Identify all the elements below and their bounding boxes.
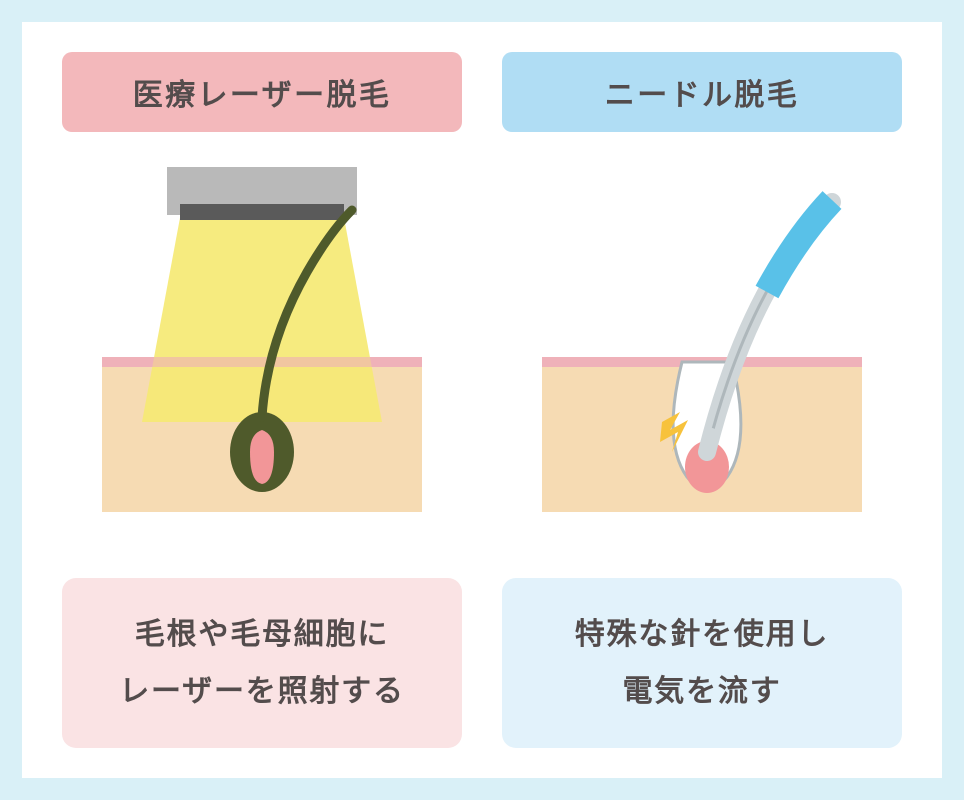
right-title-badge: ニードル脱毛	[502, 52, 902, 132]
needle-svg	[512, 152, 892, 532]
right-column: ニードル脱毛	[502, 52, 902, 748]
left-desc-line2: レーザーを照射する	[119, 675, 405, 708]
laser-illustration	[72, 152, 452, 532]
right-desc-line1: 特殊な針を使用し	[575, 618, 829, 651]
laser-device-emitter	[180, 204, 344, 220]
right-title-text: ニードル脱毛	[605, 79, 799, 112]
left-desc-line1: 毛根や毛母細胞に	[135, 618, 389, 651]
laser-svg	[72, 152, 452, 532]
left-desc-box: 毛根や毛母細胞に レーザーを照射する	[62, 578, 462, 748]
infographic-outer: 医療レーザー脱毛	[0, 0, 964, 800]
follicle-inner	[250, 430, 274, 484]
right-desc-box: 特殊な針を使用し 電気を流す	[502, 578, 902, 748]
right-desc-line2: 電気を流す	[623, 675, 782, 708]
needle-illustration	[512, 152, 892, 532]
skin-surface-line-overlay	[102, 357, 422, 367]
left-title-badge: 医療レーザー脱毛	[62, 52, 462, 132]
needle-handle	[767, 200, 832, 292]
needle-tip	[707, 432, 712, 452]
infographic-inner: 医療レーザー脱毛	[22, 22, 942, 778]
left-column: 医療レーザー脱毛	[62, 52, 462, 748]
left-title-text: 医療レーザー脱毛	[133, 79, 392, 112]
